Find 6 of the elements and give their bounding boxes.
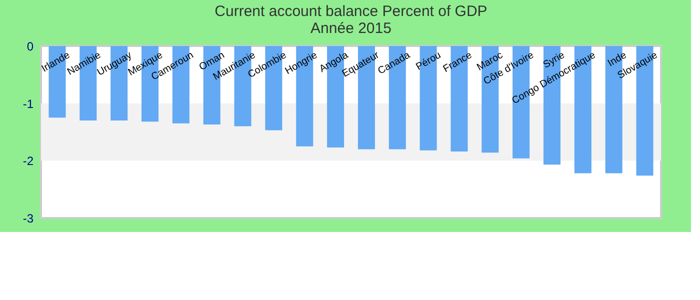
chart-subtitle: Année 2015 [310, 20, 392, 37]
y-tick-label: 0 [26, 40, 34, 54]
y-tick-label: -1 [22, 96, 34, 111]
y-tick-label: -3 [22, 212, 34, 226]
chart-title: Current account balance Percent of GDP [214, 3, 488, 20]
y-tick-label: -2 [22, 154, 34, 168]
